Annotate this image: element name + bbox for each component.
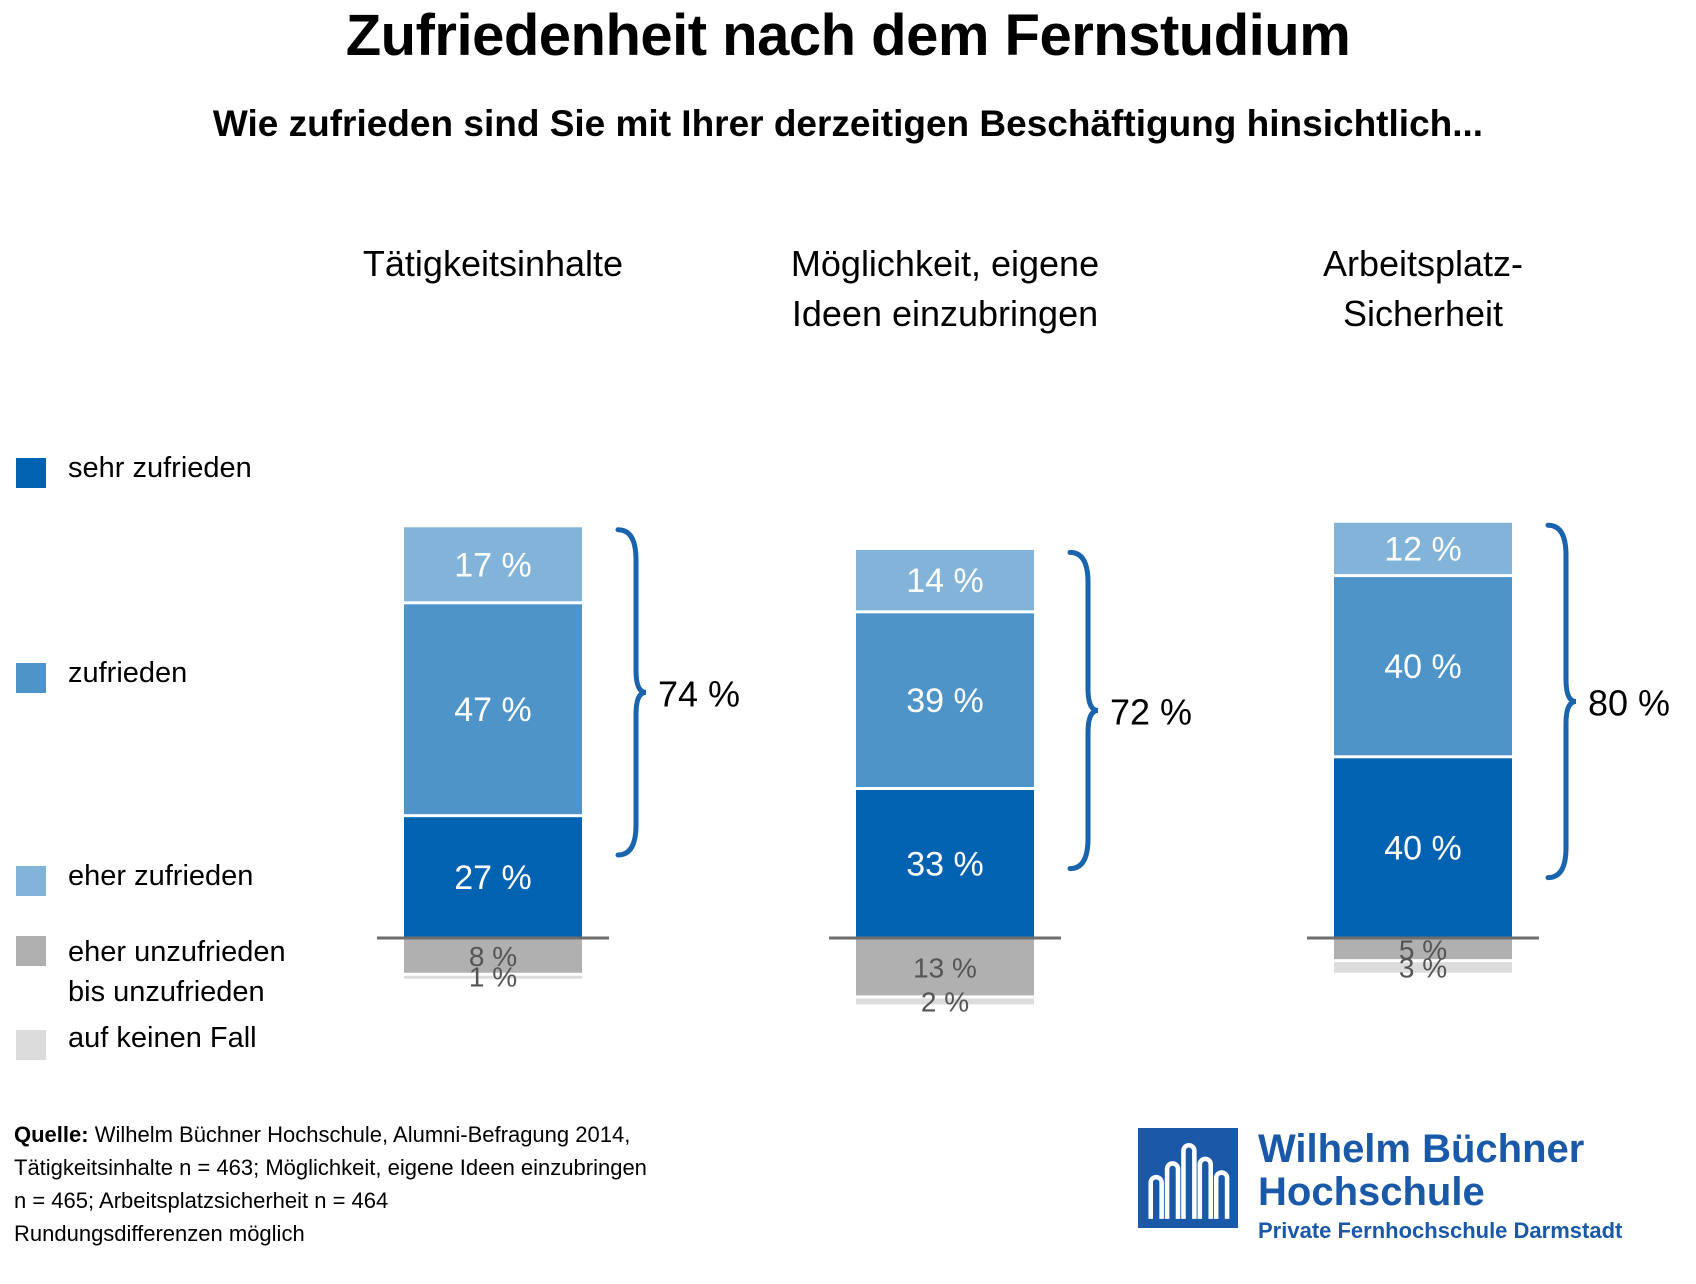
legend-swatch-auf-keinen-fall <box>16 1030 46 1060</box>
value-label-0-neg-1: 1 % <box>469 962 517 993</box>
bar-0-pos-0 <box>404 817 582 937</box>
legend-label-eher-unzufrieden-line1: eher unzufrieden <box>68 936 286 968</box>
legend-label-zufrieden: zufrieden <box>68 657 188 689</box>
total-label-0: 74 % <box>658 673 740 714</box>
value-label-0-neg-0: 8 % <box>469 941 517 972</box>
bar-2-neg-1 <box>1334 962 1512 973</box>
source-line1: Wilhelm Büchner Hochschule, Alumni-Befra… <box>88 1122 631 1147</box>
bar-0-pos-2 <box>404 527 582 602</box>
legend-swatch-eher-zufrieden <box>16 866 46 896</box>
source-line2: Tätigkeitsinhalte n = 463; Möglichkeit, … <box>14 1155 647 1180</box>
legend-label-eher-zufrieden: eher zufrieden <box>68 860 254 892</box>
value-label-1-neg-0: 13 % <box>913 952 977 983</box>
source-label: Quelle: <box>14 1122 89 1147</box>
legend-label-auf-keinen-fall: auf keinen Fall <box>68 1022 257 1054</box>
legend-label-eher-unzufrieden-line2: bis unzufrieden <box>68 976 265 1008</box>
bar-1-pos-1 <box>856 613 1034 788</box>
value-label-1-pos-1: 39 % <box>906 682 984 720</box>
value-label-1-pos-0: 33 % <box>906 845 984 883</box>
value-label-2-neg-1: 3 % <box>1399 952 1447 983</box>
bar-2-pos-2 <box>1334 522 1512 575</box>
stacked-bar-chart: Tätigkeitsinhalte 27 % 47 % 17 % 74 % 8 %1 % M… <box>363 243 1670 1017</box>
value-label-0-pos-1: 47 % <box>454 691 532 729</box>
bar-2-pos-0 <box>1334 758 1512 937</box>
bar-1-pos-0 <box>856 790 1034 937</box>
chart-title: Zufriedenheit nach dem Fernstudium <box>345 3 1351 68</box>
logo-wordmark: Wilhelm Büchner Hochschule Private Fernh… <box>1258 1128 1622 1246</box>
bar-1-pos-2 <box>856 549 1034 611</box>
logo-line2: Hochschule <box>1258 1170 1485 1214</box>
bar-0-neg-1 <box>404 975 582 979</box>
legend-label-sehr-zufrieden: sehr zufrieden <box>68 452 252 484</box>
source-note: Quelle: Wilhelm Büchner Hochschule, Alum… <box>14 1118 714 1250</box>
chart-subtitle: Wie zufrieden sind Sie mit Ihrer derzeit… <box>212 103 1484 144</box>
logo-line1: Wilhelm Büchner <box>1258 1127 1585 1171</box>
source-line4: Rundungsdifferenzen möglich <box>14 1221 305 1246</box>
value-label-2-pos-1: 40 % <box>1384 648 1462 686</box>
value-label-0-pos-2: 17 % <box>454 546 532 584</box>
legend-swatch-zufrieden <box>16 663 46 693</box>
bracket-0 <box>615 527 647 858</box>
value-label-1-neg-1: 2 % <box>921 986 969 1017</box>
value-label-0-pos-0: 27 % <box>454 859 532 897</box>
logo-line3: Private Fernhochschule Darmstadt <box>1258 1218 1623 1243</box>
bar-1-neg-1 <box>856 998 1034 1005</box>
category-label-0: Tätigkeitsinhalte <box>363 243 623 284</box>
category-label-1: Möglichkeit, eigene Ideen einzubringen <box>791 243 1099 334</box>
bracket-2 <box>1545 522 1577 881</box>
category-label-2: Arbeitsplatz-Sicherheit <box>1323 243 1523 334</box>
value-label-2-pos-0: 40 % <box>1384 829 1462 867</box>
total-label-1: 72 % <box>1110 692 1192 733</box>
bar-2-neg-0 <box>1334 939 1512 960</box>
source-line3: n = 465; Arbeitsplatzsicherheit n = 464 <box>14 1188 389 1213</box>
bar-0-pos-1 <box>404 604 582 815</box>
value-label-1-pos-2: 14 % <box>906 562 984 600</box>
bar-0-neg-0 <box>404 939 582 973</box>
legend-swatch-sehr-zufrieden <box>16 458 46 488</box>
bracket-1 <box>1067 549 1099 872</box>
value-label-2-pos-2: 12 % <box>1384 530 1462 568</box>
logo-icon <box>1138 1128 1238 1228</box>
legend: sehr zufrieden zufrieden eher zufrieden … <box>16 440 346 1060</box>
bar-2-pos-1 <box>1334 577 1512 756</box>
total-label-2: 80 % <box>1588 682 1670 723</box>
bar-1-neg-0 <box>856 939 1034 996</box>
legend-swatch-eher-unzufrieden <box>16 936 46 966</box>
